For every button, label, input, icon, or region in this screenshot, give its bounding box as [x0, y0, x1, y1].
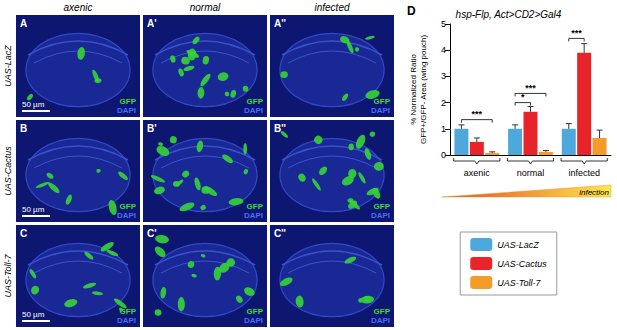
svg-text:GFP: GFP [247, 202, 264, 211]
svg-text:axenic: axenic [64, 2, 93, 13]
svg-text:C': C' [147, 228, 157, 239]
svg-text:DAPI: DAPI [117, 316, 136, 325]
svg-text:D: D [407, 4, 416, 18]
svg-text:DAPI: DAPI [244, 316, 263, 325]
svg-text:B'': B'' [274, 123, 286, 134]
svg-text:GFP: GFP [120, 202, 137, 211]
svg-text:UAS-Toll-7: UAS-Toll-7 [497, 278, 541, 288]
svg-text:2: 2 [441, 98, 446, 108]
svg-text:GFP: GFP [374, 202, 391, 211]
svg-text:normal: normal [190, 2, 221, 13]
svg-text:UAS-Cactus: UAS-Cactus [497, 259, 547, 269]
svg-text:infected: infected [314, 2, 349, 13]
svg-text:% Normalized Ratio: % Normalized Ratio [409, 54, 418, 125]
svg-text:GFP+/GFP- Area (wing pouch): GFP+/GFP- Area (wing pouch) [419, 35, 428, 144]
svg-text:C'': C'' [274, 228, 286, 239]
svg-text:GFP: GFP [120, 307, 137, 316]
svg-text:4: 4 [441, 45, 446, 55]
svg-text:DAPI: DAPI [371, 106, 390, 115]
svg-text:C: C [20, 228, 27, 239]
svg-text:UAS-LacZ: UAS-LacZ [497, 240, 539, 250]
svg-text:***: *** [472, 109, 483, 119]
svg-text:GFP: GFP [247, 307, 264, 316]
svg-text:DAPI: DAPI [371, 211, 390, 220]
svg-text:50 µm: 50 µm [22, 310, 45, 319]
svg-text:DAPI: DAPI [117, 211, 136, 220]
svg-text:infection: infection [579, 188, 609, 197]
svg-text:DAPI: DAPI [244, 106, 263, 115]
svg-text:GFP: GFP [374, 307, 391, 316]
svg-text:1: 1 [441, 124, 446, 134]
svg-text:GFP: GFP [247, 97, 264, 106]
svg-text:3: 3 [441, 71, 446, 81]
svg-text:axenic: axenic [464, 168, 491, 178]
svg-text:0: 0 [441, 150, 446, 160]
svg-text:B: B [20, 123, 27, 134]
svg-text:50 µm: 50 µm [22, 100, 45, 109]
svg-text:DAPI: DAPI [244, 211, 263, 220]
svg-text:A'': A'' [274, 18, 286, 29]
svg-text:GFP: GFP [120, 97, 137, 106]
svg-text:A: A [20, 18, 27, 29]
svg-text:B': B' [147, 123, 157, 134]
svg-text:5: 5 [441, 19, 446, 29]
svg-text:***: *** [525, 83, 536, 93]
svg-text:UAS-Cactus: UAS-Cactus [3, 146, 13, 196]
svg-text:GFP: GFP [374, 97, 391, 106]
svg-text:UAS-LacZ: UAS-LacZ [3, 45, 13, 87]
svg-text:infected: infected [568, 168, 600, 178]
svg-text:DAPI: DAPI [371, 316, 390, 325]
svg-text:***: *** [571, 28, 582, 38]
svg-text:hsp-Flp, Act>CD2>Gal4: hsp-Flp, Act>CD2>Gal4 [456, 9, 562, 20]
svg-text:50 µm: 50 µm [22, 205, 45, 214]
svg-text:normal: normal [517, 168, 545, 178]
svg-text:DAPI: DAPI [117, 106, 136, 115]
svg-text:UAS-Toll-7: UAS-Toll-7 [3, 253, 13, 297]
svg-text:A': A' [147, 18, 157, 29]
